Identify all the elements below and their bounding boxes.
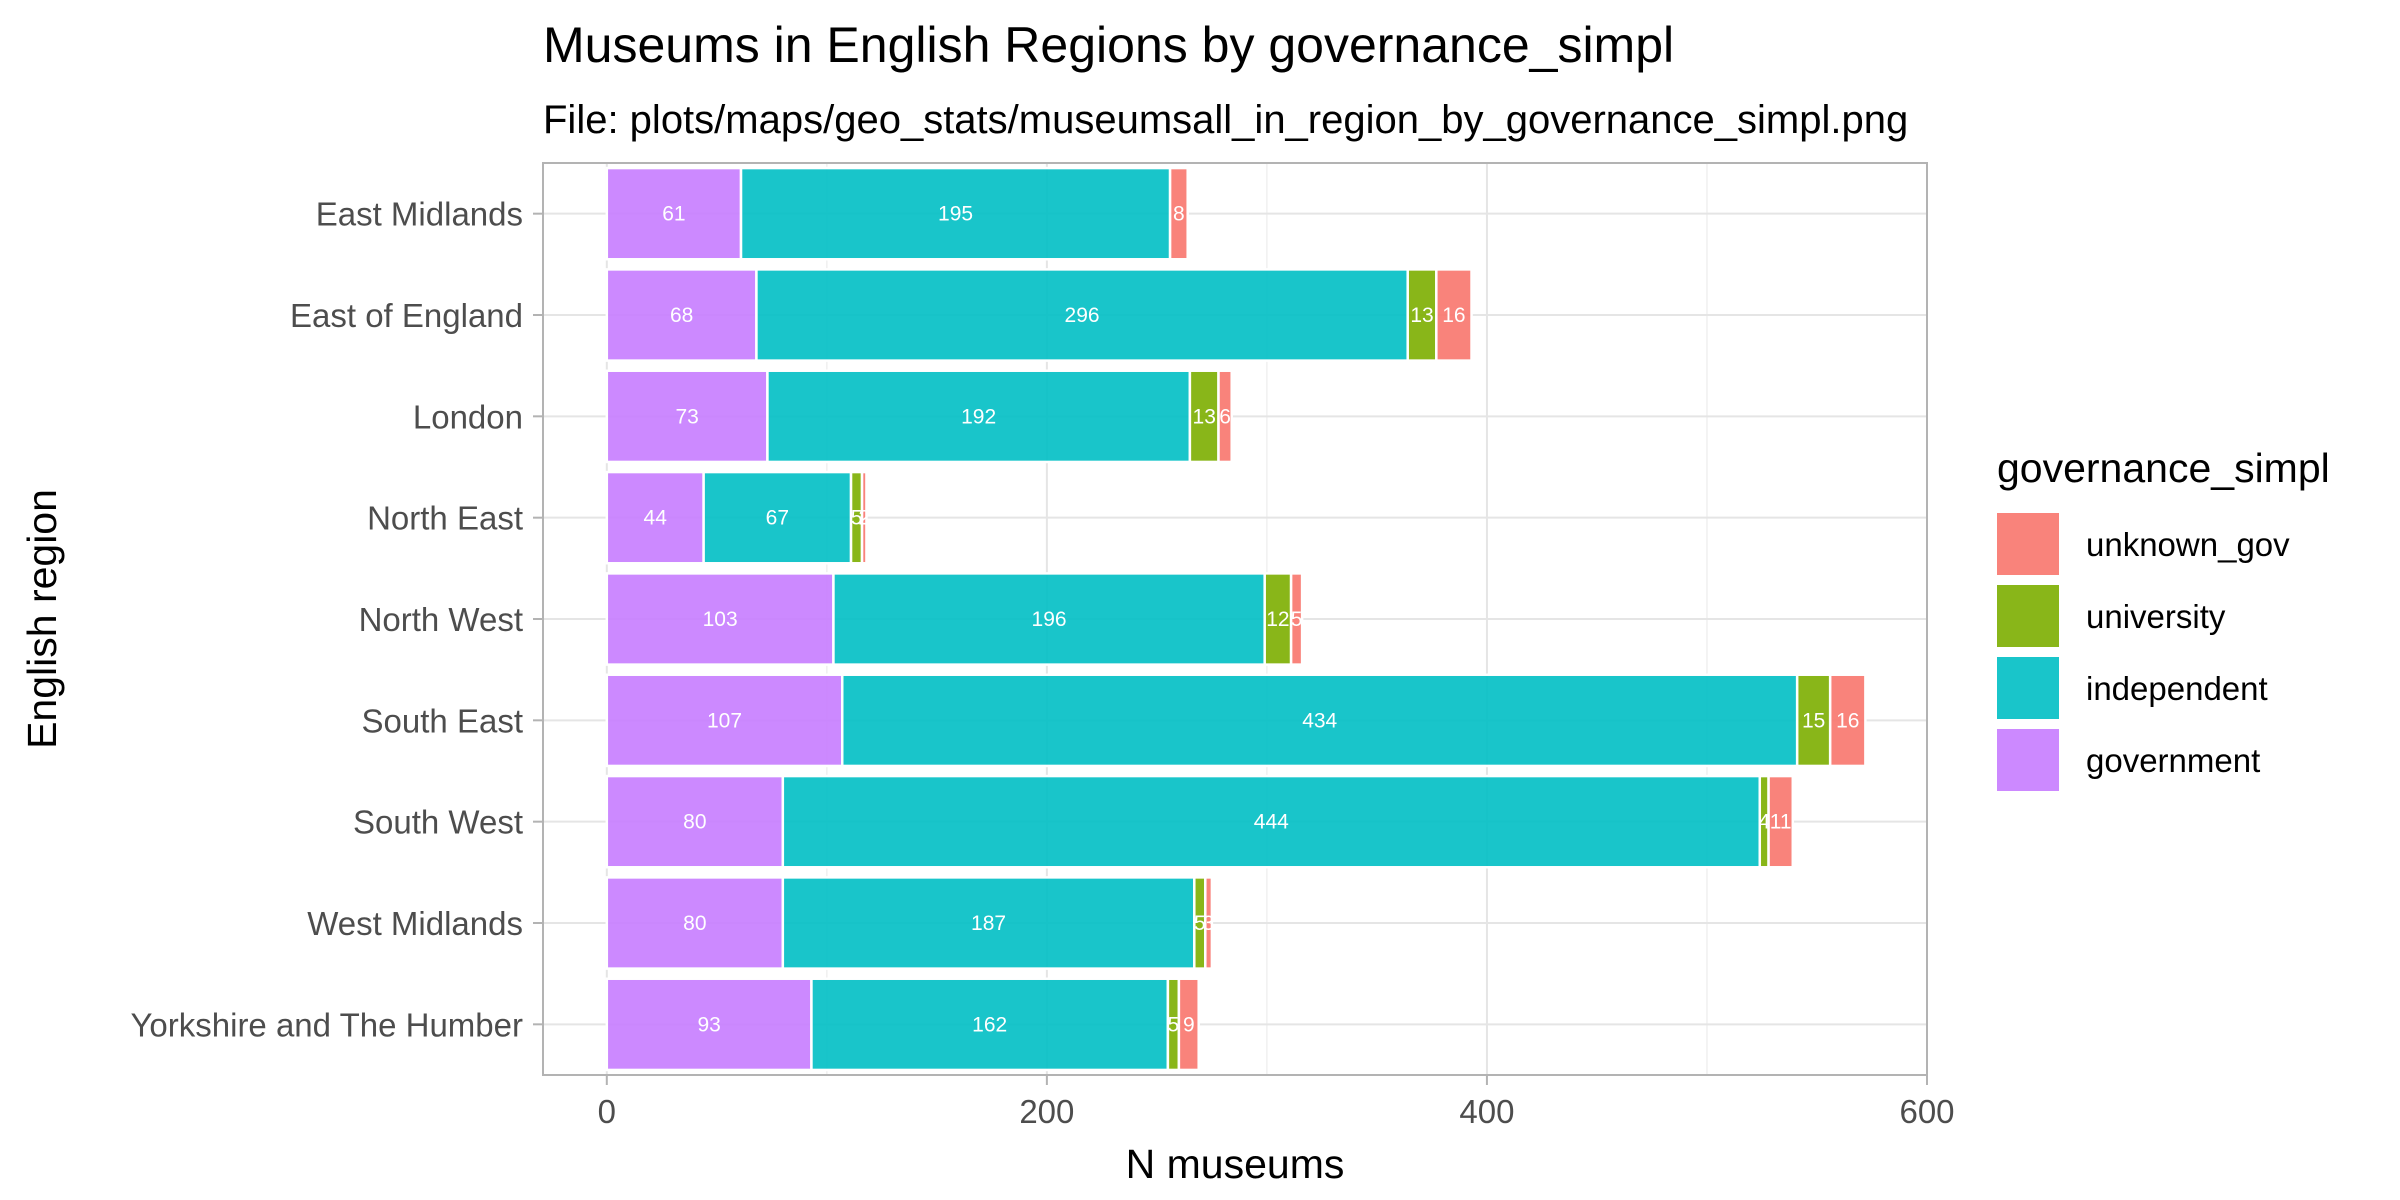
bar-value-label: 103 bbox=[703, 608, 738, 631]
chart-title: Museums in English Regions by governance… bbox=[543, 17, 1674, 73]
bar-value-label: 68 bbox=[670, 304, 693, 327]
bar-segment bbox=[1435, 268, 1473, 362]
bar-value-label: 5 bbox=[1168, 1013, 1180, 1036]
bar-value-label: 67 bbox=[766, 507, 789, 530]
legend-label: government bbox=[2086, 742, 2260, 779]
bar-value-label: 3 bbox=[1203, 912, 1215, 935]
x-tick-label: 600 bbox=[1899, 1093, 1954, 1130]
bar-segment bbox=[702, 470, 853, 565]
bar-segment bbox=[605, 977, 813, 1072]
bar-segment bbox=[605, 470, 705, 565]
bar-value-label: 5 bbox=[1291, 608, 1303, 631]
bar-segment bbox=[781, 876, 1196, 970]
bar-value-label: 296 bbox=[1065, 304, 1100, 327]
y-axis: East Midlands East of England London North … bbox=[130, 196, 543, 1043]
bar-segment bbox=[1168, 166, 1189, 261]
x-tick-label: 400 bbox=[1459, 1093, 1514, 1130]
bar-value-label: 9 bbox=[1183, 1013, 1195, 1036]
bar-segment bbox=[1217, 369, 1233, 464]
legend: governance_simpl unknown_gov university in… bbox=[1997, 445, 2330, 791]
bar-segment bbox=[605, 268, 758, 362]
legend-key bbox=[1997, 657, 2059, 719]
bar-segment bbox=[781, 774, 1762, 869]
bar-value-label: 4 bbox=[1758, 811, 1770, 834]
bar-value-label: 11 bbox=[1770, 811, 1792, 834]
bar-value-label: 2 bbox=[858, 507, 870, 530]
x-axis-title: N museums bbox=[1126, 1141, 1345, 1187]
bar-value-label: 44 bbox=[644, 507, 668, 530]
bar-value-label: 80 bbox=[683, 811, 706, 834]
bar-value-label: 13 bbox=[1410, 304, 1433, 327]
y-tick-label: East Midlands bbox=[316, 196, 523, 233]
legend-label: unknown_gov bbox=[2086, 526, 2290, 563]
bar-value-label: 16 bbox=[1442, 304, 1465, 327]
bar-value-label: 73 bbox=[675, 405, 698, 428]
bar-segment bbox=[832, 572, 1266, 666]
bar-value-label: 162 bbox=[972, 1013, 1007, 1036]
y-tick-label: London bbox=[413, 398, 523, 435]
bar-value-label: 15 bbox=[1802, 709, 1825, 732]
bar-value-label: 196 bbox=[1032, 608, 1067, 631]
y-tick-label: East of England bbox=[290, 297, 523, 334]
y-tick-label: South West bbox=[353, 804, 523, 841]
bar-value-label: 16 bbox=[1836, 709, 1859, 732]
bar-value-label: 107 bbox=[707, 709, 742, 732]
bar-value-label: 444 bbox=[1254, 811, 1289, 834]
bar-segment bbox=[605, 774, 785, 869]
bars-layer bbox=[605, 166, 1867, 1072]
y-tick-label: West Midlands bbox=[307, 905, 523, 942]
bar-segment bbox=[1767, 774, 1795, 869]
bar-value-label: 13 bbox=[1193, 405, 1216, 428]
legend-key bbox=[1997, 729, 2059, 791]
legend-key bbox=[1997, 513, 2059, 575]
bar-segment bbox=[755, 268, 1409, 362]
bar-segment bbox=[1289, 572, 1304, 666]
legend-label: university bbox=[2086, 598, 2226, 635]
bar-value-label: 192 bbox=[961, 405, 996, 428]
y-tick-label: South East bbox=[362, 702, 523, 739]
bar-value-label: 6 bbox=[1219, 405, 1231, 428]
bar-segment bbox=[605, 876, 785, 970]
bar-segment bbox=[605, 572, 835, 666]
bar-segment bbox=[1204, 876, 1214, 970]
bar-value-label: 195 bbox=[938, 203, 973, 226]
y-tick-label: Yorkshire and The Humber bbox=[130, 1006, 523, 1043]
legend-label: independent bbox=[2086, 670, 2268, 707]
x-tick-label: 200 bbox=[1019, 1093, 1074, 1130]
bar-value-label: 61 bbox=[662, 203, 685, 226]
y-tick-label: North West bbox=[359, 601, 523, 638]
x-axis: 0 200 400 600 bbox=[598, 1075, 1955, 1130]
bar-value-label: 187 bbox=[971, 912, 1006, 935]
bar-segment bbox=[766, 369, 1192, 464]
y-axis-title: English region bbox=[19, 489, 65, 749]
bar-value-label: 5 bbox=[851, 507, 863, 530]
bar-segment bbox=[1177, 977, 1200, 1072]
bar-segment bbox=[605, 673, 844, 768]
bar-value-label: 12 bbox=[1266, 608, 1289, 631]
bar-value-label: 8 bbox=[1173, 203, 1185, 226]
bar-segment bbox=[860, 470, 868, 565]
chart-subtitle: File: plots/maps/geo_stats/museumsall_in… bbox=[543, 98, 1908, 142]
bar-segment bbox=[605, 166, 743, 261]
bar-value-label: 93 bbox=[697, 1013, 720, 1036]
bar-value-label: 5 bbox=[1194, 912, 1206, 935]
bar-segment bbox=[739, 166, 1172, 261]
bar-segment bbox=[605, 369, 769, 464]
bar-segment bbox=[840, 673, 1799, 768]
legend-title: governance_simpl bbox=[1997, 445, 2330, 491]
bar-value-label: 434 bbox=[1302, 709, 1337, 732]
y-tick-label: North East bbox=[367, 500, 523, 537]
bar-segment bbox=[810, 977, 1170, 1072]
bar-value-label: 80 bbox=[683, 912, 706, 935]
bar-segment bbox=[1828, 673, 1867, 768]
x-tick-label: 0 bbox=[598, 1093, 616, 1130]
legend-key bbox=[1997, 585, 2059, 647]
